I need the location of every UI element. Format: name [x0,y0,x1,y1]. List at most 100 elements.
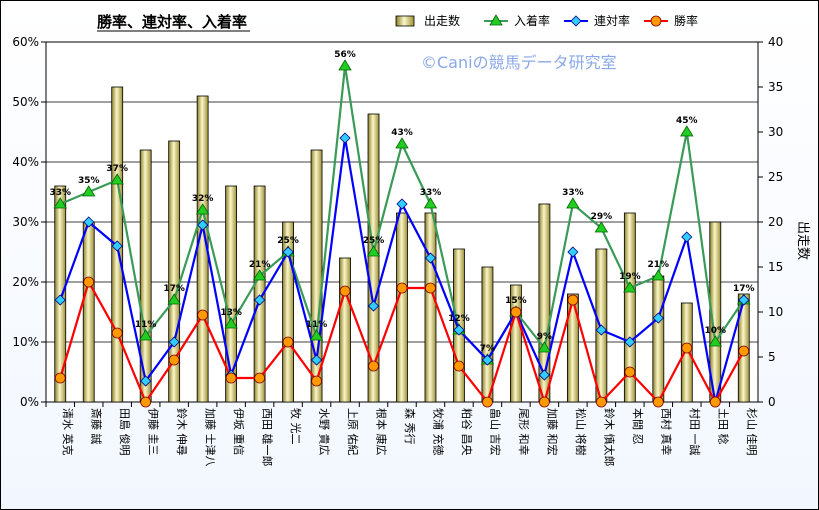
category-label: 水野 貴広 [318,408,332,456]
category-label: 牧 光二 [289,408,303,445]
category-label: 松山 将樹 [574,408,588,456]
diamond-marker [168,336,180,348]
circle-marker [738,345,750,357]
triangle-marker [338,59,352,71]
circle-marker [650,15,662,27]
triangle-marker [594,221,609,233]
data-label: 43% [391,128,413,138]
triangle-marker [680,125,694,137]
category-label: 尾形 和幸 [517,408,530,456]
data-label: 56% [334,50,356,60]
triangle-marker [309,329,324,341]
y-tick-label: 10% [12,335,39,349]
triangle-marker [423,197,438,209]
bar [566,293,579,403]
y2-tick-label: 10 [768,305,783,319]
circle-marker [168,354,180,366]
triangle-marker [537,341,552,353]
diamond-marker [367,300,380,312]
diamond-marker [140,375,152,387]
triangle-marker [366,245,381,257]
bar [367,113,380,403]
bar [481,266,494,403]
bar [168,140,181,403]
category-label: 本間 忍 [631,408,645,445]
data-label: 11% [135,320,157,330]
bar [339,257,351,403]
data-label: 9% [537,332,552,342]
circle-marker [453,360,465,372]
diamond-marker [424,252,437,264]
y2-tick-label: 5 [768,350,776,364]
data-label: 25% [363,236,385,246]
data-label: 19% [619,272,641,282]
data-label: 33% [562,188,584,198]
category-label: 上原 佑紀 [346,408,360,456]
category-label: 根本 康広 [375,408,389,456]
bar [282,221,294,403]
data-label: 45% [676,116,698,126]
circle-marker [368,360,379,372]
triangle-marker [167,293,181,305]
category-label: 鈴木 慎太郎 [602,408,616,467]
circle-marker [140,396,152,408]
y2-tick-label: 0 [768,395,776,409]
data-label: 21% [648,260,670,270]
data-label: 17% [733,284,755,294]
diamond-marker [570,15,582,27]
triangle-marker [110,173,124,185]
y2-tick-label: 40 [768,35,783,49]
category-label: 伊坂 重信 [232,408,246,456]
y-tick-label: 50% [12,95,39,109]
diamond-marker [481,354,494,366]
circle-marker [197,309,209,321]
circle-marker [681,342,693,354]
diamond-marker [310,354,323,366]
category-label: 粕谷 昌央 [460,408,474,456]
circle-marker [624,366,636,378]
circle-marker [54,372,66,384]
data-label: 29% [591,212,613,222]
category-label: 伊藤 圭三 [147,408,160,456]
diamond-marker [396,198,408,210]
circle-marker [539,396,550,408]
triangle-marker [708,335,722,347]
data-label: 17% [163,284,185,294]
circle-marker [225,372,237,384]
data-label: 32% [192,194,214,204]
data-labels: 33% 35% 37% 11% 17% 32% 13% 21% 25% 11% 56% 25% 43% 3… [49,50,754,354]
data-label: 33% [420,188,442,198]
chart-title: 勝率、連対率、入着率 [97,13,247,31]
data-label: 7% [480,344,495,354]
data-label: 13% [220,308,242,318]
legend: 出走数 入着率 連対率 勝率 [395,13,698,28]
data-label: 25% [277,236,299,246]
bar [424,212,437,403]
category-label: 森 秀行 [403,408,417,445]
circle-marker [311,375,322,387]
circle-marker [396,282,408,294]
category-label: 加藤 士津八 [204,408,217,467]
y2-tick-label: 15 [768,260,783,274]
category-label: 加藤 和宏 [545,408,559,456]
diamond-marker [197,219,209,231]
category-label: 西田 雄一郎 [261,408,275,467]
data-label: 10% [705,326,727,336]
triangle-marker [195,203,210,215]
y-tick-label: 60% [12,35,39,49]
diamond-marker [538,369,550,381]
y-tick-label: 0% [20,395,39,409]
triangle-marker [138,329,153,341]
triangle-marker [224,317,238,329]
diamond-marker [54,294,66,306]
circle-marker [482,396,493,408]
circle-marker [567,294,579,306]
y2-tick-label: 30 [768,125,783,139]
diamond-marker [738,294,750,306]
diamond-marker [111,240,123,252]
diamond-marker [254,294,266,306]
bar [253,185,266,403]
data-label: 21% [249,260,271,270]
